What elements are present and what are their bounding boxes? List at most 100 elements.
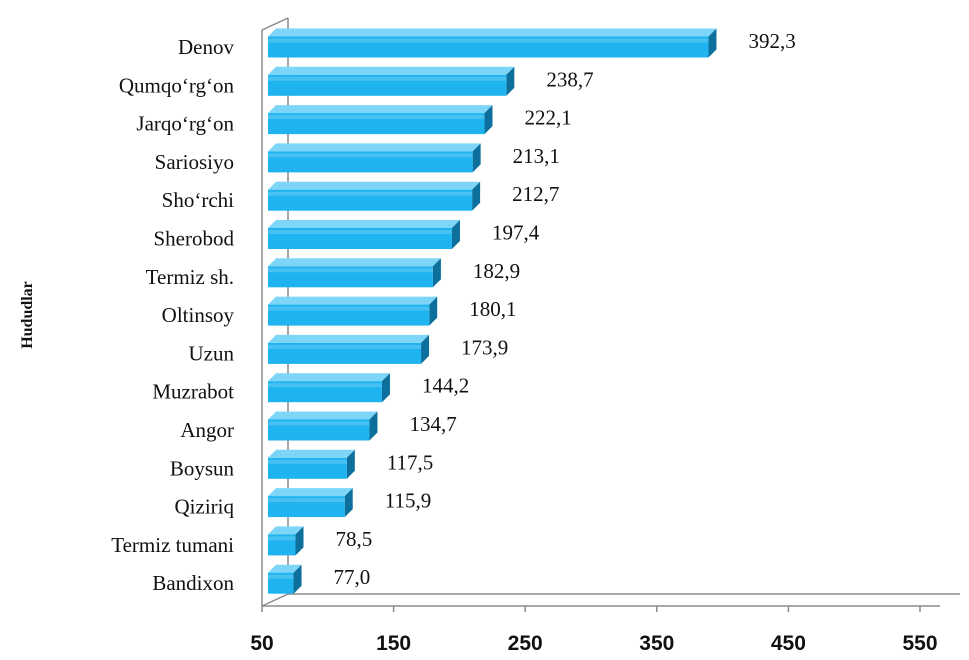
bar-front-face <box>268 151 473 173</box>
bar-top-face <box>268 181 481 190</box>
bar-highlight <box>268 306 430 311</box>
bar-highlight <box>268 191 473 196</box>
bar-highlight <box>268 344 422 349</box>
bar <box>268 143 481 173</box>
bar-side-face <box>293 564 302 594</box>
bar-top-face <box>268 334 430 343</box>
value-label: 182,9 <box>473 259 520 283</box>
bar-front-face <box>268 113 485 135</box>
chart-bars <box>268 28 717 594</box>
category-labels: Denov Qumqo‘rg‘on Jarqo‘rg‘on Sariosiyo Sho‘… <box>111 35 234 595</box>
bar-top-face <box>268 411 378 420</box>
category-label: Sherobod <box>154 227 235 251</box>
bar-side-face <box>429 296 438 326</box>
bar <box>268 526 304 556</box>
bar-front-face <box>268 342 422 364</box>
bar <box>268 220 460 249</box>
bar-top-face <box>268 28 717 37</box>
frame-floor-edge <box>261 593 289 607</box>
bar-highlight <box>268 268 433 273</box>
bar-side-face <box>432 258 441 288</box>
category-label: Qiziriq <box>175 495 235 519</box>
category-label: Jarqo‘rg‘on <box>136 112 234 136</box>
value-label: 134,7 <box>409 412 456 436</box>
x-tick-label: 150 <box>376 632 411 655</box>
value-label: 144,2 <box>422 374 469 398</box>
category-label: Termiz tumani <box>111 533 234 557</box>
bar-top-face <box>268 220 460 228</box>
bar-side-face <box>421 334 430 364</box>
bar-top-face <box>268 66 515 75</box>
bar <box>268 66 515 96</box>
bar-front-face <box>268 36 709 58</box>
bar-front-face <box>268 74 507 96</box>
frame-top-edge <box>261 17 289 31</box>
bar-side-face <box>506 66 515 96</box>
x-tick-label: 50 <box>250 632 273 655</box>
value-label: 117,5 <box>387 450 433 474</box>
bar-top-face <box>268 258 441 267</box>
bar-side-face <box>472 143 481 173</box>
x-axis-ticks: 50 150 250 350 450 550 <box>250 606 938 655</box>
bar-highlight <box>268 421 370 426</box>
value-label: 180,1 <box>469 297 516 321</box>
x-tick-label: 450 <box>771 632 806 655</box>
bar-top-face <box>268 449 355 458</box>
x-tick-label: 250 <box>508 632 543 655</box>
bar-front-face <box>268 228 452 249</box>
bar <box>268 258 441 288</box>
value-label: 222,1 <box>524 106 571 130</box>
value-label: 212,7 <box>512 182 559 206</box>
bar-top-face <box>268 105 493 114</box>
bar-highlight <box>268 230 452 234</box>
category-label: Denov <box>178 35 234 59</box>
bar-highlight <box>268 38 709 43</box>
bar <box>268 564 302 594</box>
bar-side-face <box>708 28 717 58</box>
category-label: Sho‘rchi <box>162 188 234 212</box>
value-label: 173,9 <box>461 335 508 359</box>
value-label: 213,1 <box>513 144 560 168</box>
category-label: Bandixon <box>152 571 234 595</box>
bar-highlight <box>268 383 382 388</box>
category-label: Angor <box>180 418 234 442</box>
bar <box>268 28 717 58</box>
bar-highlight <box>268 153 473 158</box>
bar-side-face <box>346 449 355 479</box>
value-label: 115,9 <box>385 489 431 513</box>
bar-side-face <box>451 220 460 249</box>
bar-front-face <box>268 534 296 556</box>
category-label: Sariosiyo <box>155 150 234 174</box>
bar-highlight <box>268 536 296 541</box>
bar-side-face <box>369 411 378 441</box>
category-label: Uzun <box>189 341 235 365</box>
category-label: Oltinsoy <box>162 303 235 327</box>
bar-highlight <box>268 498 345 503</box>
x-tick-label: 350 <box>639 632 674 655</box>
category-label: Termiz sh. <box>146 265 234 289</box>
bar-front-face <box>268 496 345 518</box>
bar-front-face <box>268 266 433 288</box>
value-labels: 392,3 238,7 222,1 213,1 212,7 197,4 182,9 180,1… <box>334 29 796 589</box>
bar-highlight <box>268 76 507 81</box>
bar <box>268 373 390 403</box>
bar-highlight <box>268 459 347 464</box>
bar-front-face <box>268 572 294 594</box>
bar-front-face <box>268 189 473 211</box>
bar <box>268 449 355 479</box>
category-label: Qumqo‘rg‘on <box>119 73 235 97</box>
value-label: 77,0 <box>334 565 371 589</box>
x-tick-label: 550 <box>902 632 937 655</box>
bar <box>268 488 353 518</box>
bar-front-face <box>268 457 347 479</box>
bar-side-face <box>472 181 481 211</box>
value-label: 78,5 <box>336 527 373 551</box>
bar-top-face <box>268 373 390 382</box>
value-label: 238,7 <box>546 67 593 91</box>
bar-front-face <box>268 304 430 326</box>
bar-top-face <box>268 143 481 152</box>
bar-side-face <box>381 373 390 403</box>
bar-top-face <box>268 488 353 497</box>
category-label: Boysun <box>170 456 235 480</box>
